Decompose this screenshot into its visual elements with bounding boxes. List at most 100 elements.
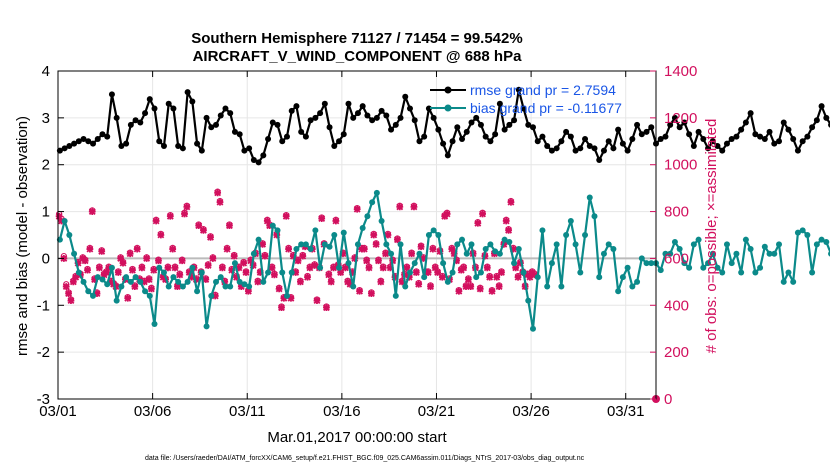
rmse-point xyxy=(75,138,82,145)
x-tick-label: 03/06 xyxy=(134,403,172,420)
rmse-point xyxy=(373,114,380,121)
obs-assimilated-point xyxy=(372,240,380,248)
bias-point xyxy=(75,269,82,276)
bias-point xyxy=(681,260,688,267)
obs-assimilated-point xyxy=(233,273,240,281)
obs-assimilated-point xyxy=(391,273,399,281)
rmse-point xyxy=(123,140,130,147)
rmse-point xyxy=(61,145,68,152)
bias-point xyxy=(615,288,622,295)
obs-assimilated-point xyxy=(202,276,210,283)
obs-assimilated-point xyxy=(507,198,515,206)
rmse-point xyxy=(529,124,536,131)
bias-point xyxy=(648,260,655,267)
rmse-point xyxy=(255,159,262,166)
bias-point xyxy=(477,269,484,276)
bias-point xyxy=(90,292,97,299)
bias-point xyxy=(435,232,442,238)
rmse-point xyxy=(813,117,820,124)
obs-assimilated-point xyxy=(81,257,89,265)
rmse-point xyxy=(444,152,451,159)
bias-point xyxy=(634,278,641,285)
bias-point xyxy=(283,292,290,299)
y-tick-label: -1 xyxy=(37,297,50,314)
rmse-point xyxy=(643,128,650,135)
obs-assimilated-point xyxy=(299,252,307,260)
bias-point xyxy=(449,269,456,276)
bias-point xyxy=(142,288,149,295)
rmse-point xyxy=(265,135,272,142)
rmse-point xyxy=(520,105,527,112)
rmse-point xyxy=(236,131,243,138)
obs-assimilated-point xyxy=(230,252,238,260)
rmse-point xyxy=(591,145,598,152)
bias-point xyxy=(582,232,589,238)
rmse-point xyxy=(104,133,111,140)
obs-assimilated-point xyxy=(204,262,212,269)
x-tick-label: 03/21 xyxy=(418,403,456,420)
bias-point xyxy=(690,241,697,248)
y-tick-label: 3 xyxy=(42,110,50,127)
bias-point xyxy=(676,246,683,253)
bias-point xyxy=(274,227,281,234)
obs-assimilated-point xyxy=(375,257,382,265)
obs-assimilated-point xyxy=(237,283,245,290)
obs-assimilated-point xyxy=(495,283,503,290)
bias-point xyxy=(165,283,172,290)
obs-assimilated-point xyxy=(181,210,188,218)
bias-point xyxy=(780,278,787,285)
bias-point xyxy=(227,283,234,290)
rmse-point xyxy=(411,117,418,124)
bias-point xyxy=(799,227,806,234)
bias-point xyxy=(113,297,120,304)
bias-point xyxy=(345,260,352,267)
rmse-point xyxy=(416,138,423,145)
obs-assimilated-point xyxy=(436,247,444,255)
rmse-point xyxy=(459,135,466,142)
bias-point xyxy=(156,264,163,271)
obs-assimilated-point xyxy=(280,294,288,302)
rmse-point xyxy=(198,147,205,154)
rmse-point xyxy=(146,96,153,103)
rmse-point xyxy=(359,103,366,110)
obs-assimilated-point xyxy=(325,271,333,279)
rmse-point xyxy=(534,138,541,145)
obs-assimilated-point xyxy=(531,271,539,279)
rmse-point xyxy=(719,147,726,154)
rmse-point xyxy=(369,117,376,124)
obs-assimilated-point xyxy=(173,283,181,290)
rmse-point xyxy=(790,135,797,142)
obs-assimilated-point xyxy=(512,264,520,272)
bias-point xyxy=(118,283,125,290)
obs-assimilated-point xyxy=(349,269,356,276)
obs-assimilated-point xyxy=(214,189,222,197)
obs-assimilated-point xyxy=(438,273,446,281)
rmse-point xyxy=(71,140,78,147)
bias-point xyxy=(794,229,801,236)
y-tick-label: 1 xyxy=(42,204,50,221)
obs-assimilated-point xyxy=(176,271,184,279)
rmse-point xyxy=(321,100,328,107)
obs-assimilated-point xyxy=(516,259,524,267)
axes-box xyxy=(57,70,657,400)
obs-assimilated-point xyxy=(412,269,420,276)
rmse-point xyxy=(657,135,664,142)
rmse-point xyxy=(246,145,253,152)
rmse-point xyxy=(695,128,702,135)
y2-tick-label: 200 xyxy=(664,344,689,361)
rmse-point xyxy=(582,135,589,142)
obs-assimilated-point xyxy=(211,292,219,300)
bias-point xyxy=(776,241,783,248)
obs-assimilated-point xyxy=(133,245,141,253)
obs-assimilated-point xyxy=(150,266,158,274)
x-tick-label: 03/16 xyxy=(323,403,361,420)
bias-point xyxy=(350,283,357,290)
bias-point xyxy=(194,288,201,295)
obs-assimilated-point xyxy=(235,264,243,272)
obs-assimilated-point xyxy=(467,283,475,290)
rmse-point xyxy=(728,135,735,142)
bias-point xyxy=(577,269,584,276)
bias-point xyxy=(80,278,87,285)
legend-bias-label: bias grand pr = -0.11677 xyxy=(470,100,622,116)
obs-assimilated-point xyxy=(86,245,94,253)
